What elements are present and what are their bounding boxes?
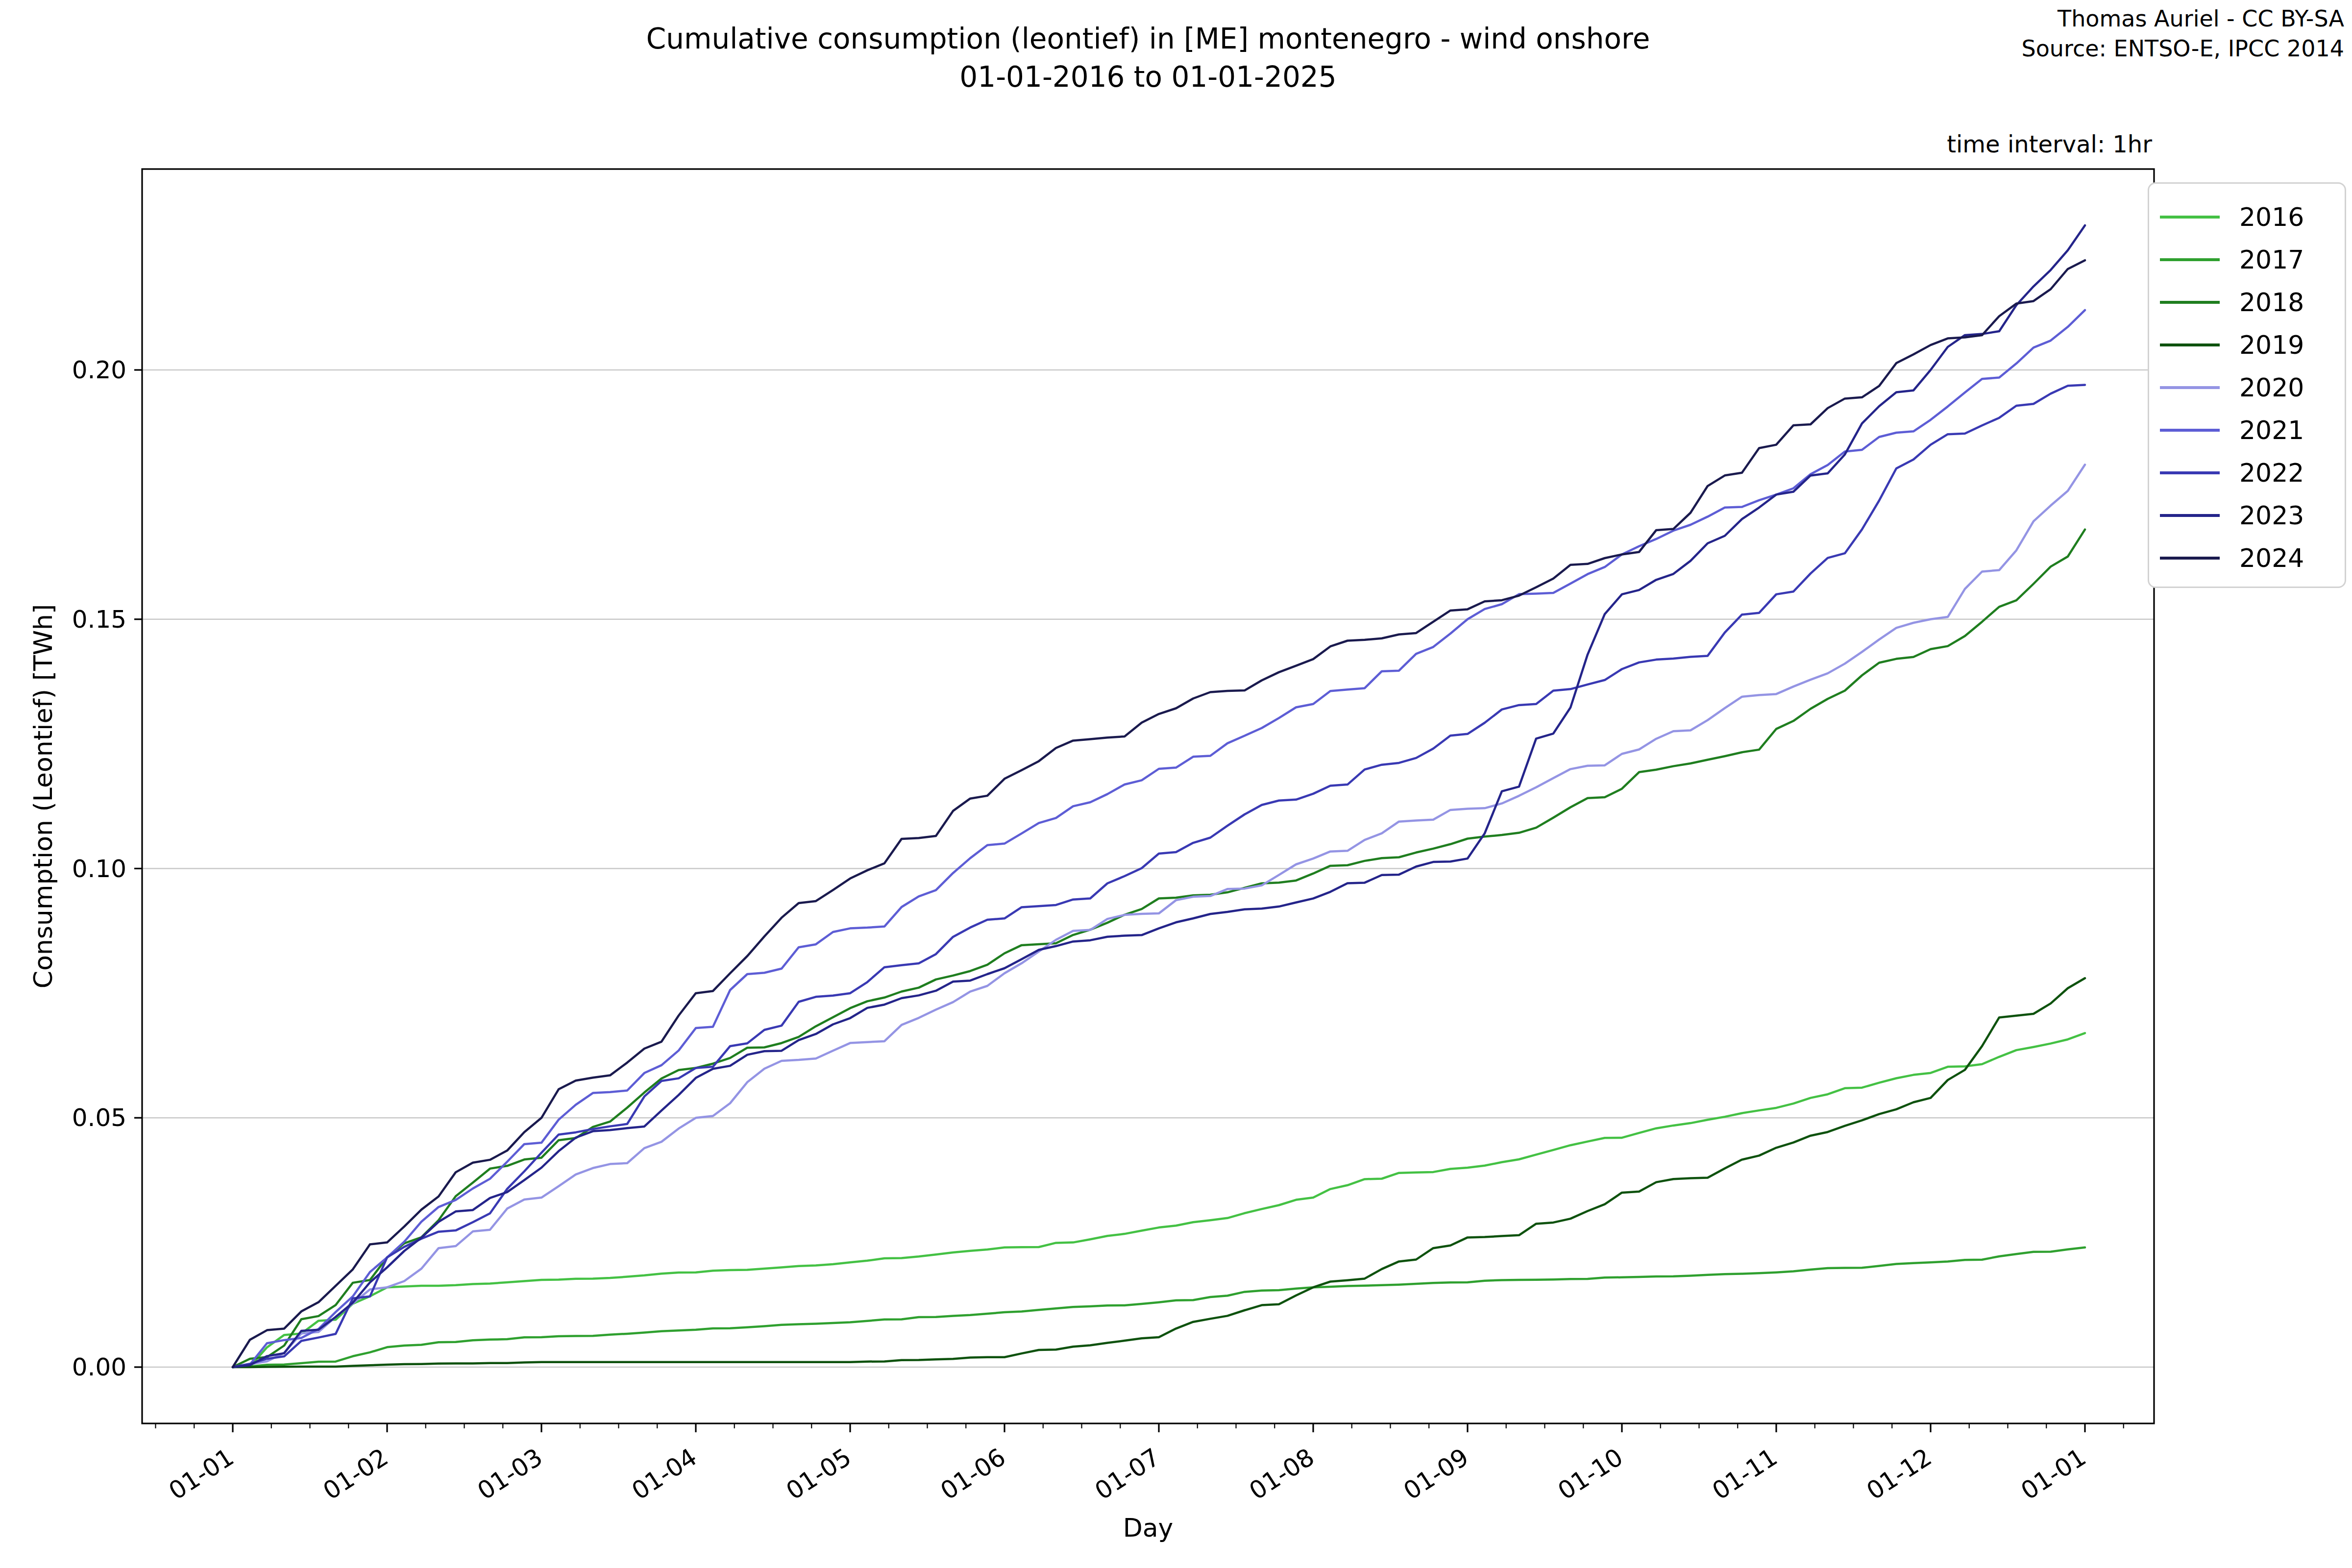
attribution-source: Source: ENTSO-E, IPCC 2014 bbox=[2021, 34, 2344, 64]
legend-label-2021: 2021 bbox=[2239, 416, 2304, 445]
legend: 2016 2017 2018 2019 2020 2021 2022 2023 2024 bbox=[2148, 182, 2346, 588]
legend-entry-2021: 2021 bbox=[2160, 409, 2345, 451]
y-axis-label: Consumption (Leontief) [TWh] bbox=[28, 604, 58, 989]
x-tick-label: 01-07 bbox=[1090, 1443, 1165, 1505]
legend-label-2019: 2019 bbox=[2239, 330, 2304, 360]
x-tick-label: 01-11 bbox=[1707, 1443, 1782, 1505]
x-tick-label: 01-09 bbox=[1398, 1443, 1473, 1505]
legend-entry-2016: 2016 bbox=[2160, 196, 2345, 238]
legend-label-2022: 2022 bbox=[2239, 458, 2304, 488]
legend-swatch-2021 bbox=[2160, 429, 2220, 432]
legend-entry-2023: 2023 bbox=[2160, 494, 2345, 537]
x-tick-label: 01-06 bbox=[935, 1443, 1010, 1505]
chart-title: Cumulative consumption (leontief) in [ME… bbox=[646, 20, 1650, 97]
chart-title-line2: 01-01-2016 to 01-01-2025 bbox=[646, 58, 1650, 96]
x-tick-label: 01-08 bbox=[1244, 1443, 1319, 1505]
x-axis-label: Day bbox=[1123, 1513, 1174, 1543]
series-line-2018 bbox=[233, 530, 2085, 1367]
x-tick-label: 01-04 bbox=[627, 1443, 702, 1505]
x-tick-label: 01-10 bbox=[1553, 1443, 1628, 1505]
plot-area: 0.00 0.05 0.10 0.15 0.20 01-01 01-02 01-03 01-04… bbox=[0, 0, 2352, 1568]
legend-swatch-2022 bbox=[2160, 471, 2220, 474]
y-tick-label: 0.05 bbox=[72, 1103, 126, 1132]
figure-canvas: { "figure": { "title_line1": "Cumulative… bbox=[0, 0, 2352, 1568]
series-line-2017 bbox=[233, 1248, 2085, 1367]
chart-title-line1: Cumulative consumption (leontief) in [ME… bbox=[646, 20, 1650, 58]
legend-label-2020: 2020 bbox=[2239, 373, 2304, 402]
legend-swatch-2018 bbox=[2160, 301, 2220, 304]
x-tick-label: 01-02 bbox=[318, 1443, 393, 1505]
legend-swatch-2017 bbox=[2160, 258, 2220, 261]
legend-swatch-2023 bbox=[2160, 514, 2220, 517]
series-line-2023 bbox=[233, 225, 2085, 1367]
legend-swatch-2016 bbox=[2160, 216, 2220, 219]
legend-label-2016: 2016 bbox=[2239, 202, 2304, 232]
y-tick-label: 0.10 bbox=[72, 855, 126, 883]
series-line-2022 bbox=[233, 385, 2085, 1368]
legend-swatch-2024 bbox=[2160, 557, 2220, 560]
legend-entry-2024: 2024 bbox=[2160, 537, 2345, 579]
axes-spines bbox=[142, 169, 2154, 1423]
series-line-2020 bbox=[233, 465, 2085, 1367]
attribution: Thomas Auriel - CC BY-SA Source: ENTSO-E… bbox=[2021, 4, 2344, 63]
series-line-2024 bbox=[233, 260, 2085, 1367]
legend-entry-2020: 2020 bbox=[2160, 366, 2345, 409]
x-tick-label: 01-12 bbox=[1862, 1443, 1936, 1505]
series-line-2016 bbox=[233, 1033, 2085, 1367]
legend-entry-2019: 2019 bbox=[2160, 323, 2345, 366]
legend-entry-2018: 2018 bbox=[2160, 281, 2345, 323]
x-tick-label: 01-01 bbox=[164, 1443, 239, 1505]
y-tick-label: 0.00 bbox=[72, 1353, 126, 1381]
x-tick-label: 01-03 bbox=[472, 1443, 547, 1505]
legend-entry-2022: 2022 bbox=[2160, 451, 2345, 494]
series-line-2019 bbox=[233, 978, 2085, 1367]
y-tick-label: 0.15 bbox=[72, 605, 126, 634]
legend-label-2018: 2018 bbox=[2239, 288, 2304, 317]
legend-swatch-2019 bbox=[2160, 343, 2220, 346]
series-line-2021 bbox=[233, 310, 2085, 1367]
y-tick-label: 0.20 bbox=[72, 356, 126, 384]
x-tick-label: 01-05 bbox=[781, 1443, 856, 1505]
legend-label-2024: 2024 bbox=[2239, 543, 2304, 573]
legend-entry-2017: 2017 bbox=[2160, 238, 2345, 281]
time-interval-annotation: time interval: 1hr bbox=[1947, 130, 2152, 158]
attribution-author: Thomas Auriel - CC BY-SA bbox=[2021, 4, 2344, 34]
x-tick-label: 01-01 bbox=[2016, 1443, 2091, 1505]
legend-label-2017: 2017 bbox=[2239, 245, 2304, 274]
legend-swatch-2020 bbox=[2160, 386, 2220, 389]
legend-label-2023: 2023 bbox=[2239, 501, 2304, 530]
